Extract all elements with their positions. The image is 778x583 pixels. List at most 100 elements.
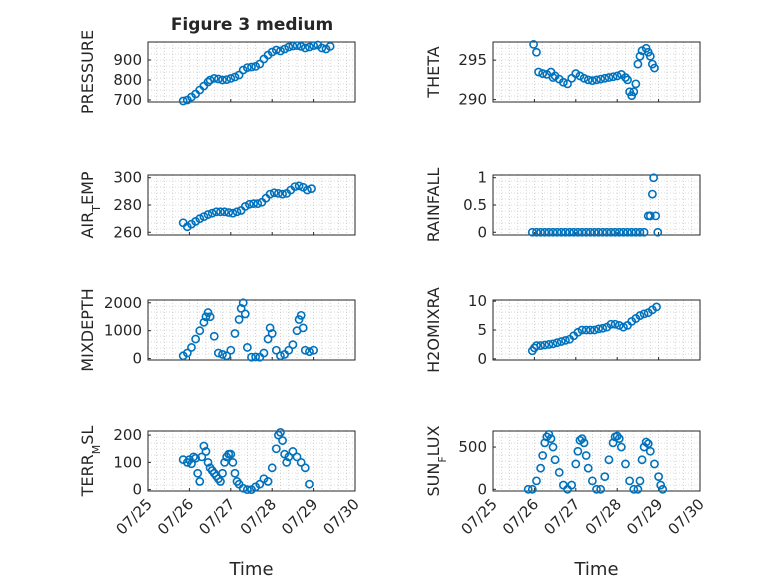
data-point (191, 334, 201, 344)
data-point (598, 227, 608, 237)
y-tick-label: 10 (468, 292, 487, 310)
y-tick-label: 900 (113, 51, 142, 69)
data-point (216, 207, 225, 217)
data-point (633, 484, 643, 494)
data-point (536, 227, 546, 237)
data-point (292, 41, 302, 50)
data-point (532, 227, 541, 237)
data-point (608, 72, 618, 82)
data-point (544, 227, 554, 237)
data-point (653, 227, 663, 237)
data-point (247, 62, 256, 72)
y-tick-label: 1000 (104, 322, 142, 340)
data-point (296, 457, 306, 467)
data-point (276, 427, 285, 437)
data-point (300, 43, 310, 53)
data-point (527, 484, 537, 494)
data-point (610, 227, 620, 237)
data-point (602, 227, 612, 237)
y-axis-label: H2OMIXRA (424, 287, 443, 373)
data-point (274, 189, 283, 198)
data-point (637, 455, 647, 465)
y-tick-label: 5 (477, 321, 487, 339)
data-point (532, 341, 541, 350)
data-point (641, 437, 651, 447)
data-point (631, 227, 641, 237)
data-point (544, 340, 554, 349)
data-point (635, 476, 645, 486)
data-point (614, 227, 624, 237)
data-point (631, 79, 641, 89)
plot-area (492, 299, 701, 361)
data-point (317, 43, 327, 53)
data-point (592, 75, 601, 85)
data-point (222, 75, 232, 84)
data-point (552, 338, 562, 348)
y-tick-label: 0 (477, 480, 487, 498)
subplot-h2omixra: 0 5 10 H2OMIXRA (424, 287, 701, 373)
data-point (598, 323, 608, 333)
data-point (240, 201, 250, 211)
data-point (548, 227, 558, 237)
axes-frame (147, 41, 356, 103)
axes-frame (147, 299, 356, 361)
data-point (195, 214, 205, 224)
data-point (645, 51, 655, 61)
data-point (569, 227, 579, 237)
data-point (309, 41, 318, 50)
y-axis-label: RAINFALL (424, 168, 443, 243)
data-point (216, 477, 225, 486)
data-point (558, 77, 568, 87)
data-point (267, 463, 277, 473)
data-point (265, 189, 275, 199)
data-point (577, 227, 587, 237)
data-point (288, 340, 298, 350)
plot-area (147, 299, 356, 361)
data-point (600, 73, 610, 83)
data-point (538, 69, 548, 78)
data-point (259, 348, 269, 358)
data-point (596, 484, 606, 494)
data-point (242, 485, 252, 495)
data-point (199, 441, 209, 451)
y-axis-label: AIRTEMP (78, 171, 103, 238)
data-point (649, 173, 659, 183)
data-point (238, 483, 248, 493)
data-point (654, 472, 663, 482)
data-point (635, 227, 645, 237)
y-tick-label: 1 (477, 169, 487, 187)
axes-frame (147, 174, 356, 236)
data-point (296, 42, 306, 51)
subplot-theta: 290 295 THETA (424, 39, 701, 109)
data-point (203, 77, 213, 87)
data-point (230, 72, 240, 82)
data-point (280, 44, 290, 54)
data-point (639, 227, 649, 237)
y-axis-label: SUNFLUX (424, 425, 449, 496)
data-point (269, 188, 279, 198)
data-point (284, 345, 294, 355)
y-tick-label: 295 (458, 51, 487, 69)
data-point (228, 457, 238, 467)
data-point (561, 335, 570, 345)
data-point (538, 451, 548, 460)
data-point (600, 472, 610, 482)
data-point (590, 227, 599, 237)
data-point (592, 484, 601, 494)
data-point (251, 352, 261, 362)
data-point (621, 73, 630, 82)
data-point (193, 468, 203, 478)
y-tick-label: 260 (113, 223, 142, 241)
data-point (284, 42, 294, 52)
data-point (267, 329, 277, 338)
data-point (271, 45, 281, 55)
data-point (305, 479, 314, 489)
data-point (263, 477, 273, 486)
data-point (596, 74, 606, 84)
x-tick-label: 07/27 (540, 495, 583, 538)
data-point (585, 227, 595, 237)
subplot-rainfall: 0 0.5 1 RAINFALL (424, 168, 701, 243)
data-point (226, 449, 236, 459)
data-point (536, 463, 546, 473)
y-tick-label: 100 (113, 453, 142, 471)
